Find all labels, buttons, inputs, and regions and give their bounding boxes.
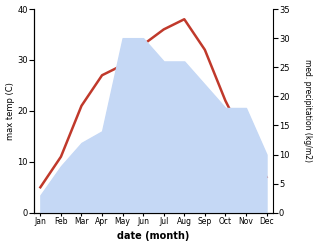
Y-axis label: med. precipitation (kg/m2): med. precipitation (kg/m2) — [303, 59, 313, 162]
X-axis label: date (month): date (month) — [117, 231, 190, 242]
Y-axis label: max temp (C): max temp (C) — [5, 82, 15, 140]
